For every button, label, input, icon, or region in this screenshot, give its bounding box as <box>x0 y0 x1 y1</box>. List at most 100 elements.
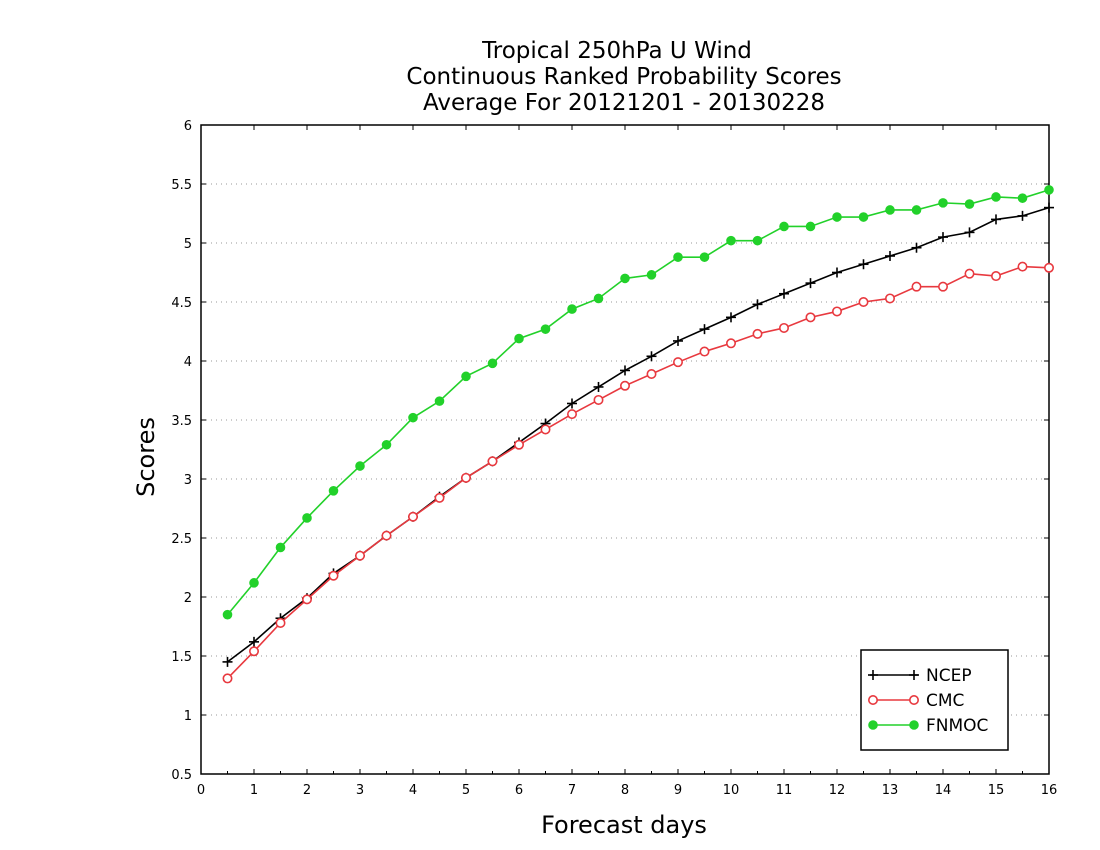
gridlines <box>201 183 1049 716</box>
cmc-point-8 <box>434 492 445 503</box>
fnmoc-point-12 <box>540 324 551 334</box>
cmc-point-2 <box>275 617 286 628</box>
legend-marker-right-ncep <box>909 670 919 680</box>
ncep-point-14 <box>593 381 604 392</box>
x-tick-label-13: 13 <box>882 783 899 798</box>
cmc-point-29 <box>990 271 1001 282</box>
legend: NCEP CMC FNMOC <box>860 649 1009 751</box>
fnmoc-point-9 <box>461 371 471 382</box>
ncep-point-31 <box>1044 202 1054 213</box>
cmc-point-16 <box>646 368 657 379</box>
cmc-point-5 <box>354 550 365 561</box>
ncep-point-28 <box>964 227 975 238</box>
ncep-point-23 <box>832 267 842 278</box>
series-line-ncep <box>227 206 1050 663</box>
fnmoc-point-30 <box>1017 193 1028 203</box>
legend-marker-left-fnmoc <box>868 720 878 730</box>
cmc-point-1 <box>249 646 260 657</box>
ncep-point-17 <box>673 335 683 346</box>
fnmoc-point-16 <box>646 270 657 280</box>
cmc-point-18 <box>699 346 710 357</box>
fnmoc-point-23 <box>832 212 842 222</box>
fnmoc-point-17 <box>673 252 683 262</box>
fnmoc-point-31 <box>1044 185 1054 195</box>
x-tick-label-6: 6 <box>515 783 523 798</box>
cmc-point-9 <box>460 472 471 483</box>
fnmoc-point-26 <box>911 205 922 215</box>
x-tick-label-10: 10 <box>723 783 740 798</box>
x-tick-label-15: 15 <box>988 783 1005 798</box>
fnmoc-point-13 <box>567 304 577 314</box>
data-series <box>222 185 1055 684</box>
y-tick-label-2: 1.5 <box>171 650 192 665</box>
cmc-point-22 <box>805 312 816 323</box>
fnmoc-point-3 <box>302 513 312 523</box>
ncep-point-30 <box>1017 210 1028 221</box>
fnmoc-point-24 <box>858 212 869 222</box>
cmc-point-14 <box>593 394 604 405</box>
series-markers-fnmoc <box>222 185 1054 620</box>
legend-marker-right-fnmoc <box>909 720 919 730</box>
ncep-point-1 <box>249 636 259 647</box>
x-tick-label-8: 8 <box>621 783 629 798</box>
ncep-point-18 <box>699 324 710 335</box>
ncep-point-21 <box>779 288 789 299</box>
ncep-point-26 <box>911 242 922 253</box>
ncep-point-16 <box>646 351 657 362</box>
legend-marker-left-ncep <box>868 670 878 680</box>
cmc-point-0 <box>222 673 233 684</box>
y-tick-label-6: 3.5 <box>171 414 192 429</box>
chart-title-line-2: Continuous Ranked Probability Scores <box>406 64 841 90</box>
cmc-point-6 <box>381 530 392 541</box>
x-tick-label-4: 4 <box>409 783 417 798</box>
cmc-point-13 <box>566 409 577 420</box>
cmc-point-11 <box>513 439 524 450</box>
chart-title-line-1: Tropical 250hPa U Wind <box>481 38 752 64</box>
cmc-point-27 <box>937 281 948 292</box>
cmc-point-19 <box>725 338 736 349</box>
y-tick-label-4: 2.5 <box>171 532 192 547</box>
fnmoc-point-1 <box>249 578 259 588</box>
ncep-point-19 <box>726 312 736 323</box>
y-tick-label-11: 6 <box>184 119 192 134</box>
cmc-point-15 <box>619 380 630 391</box>
chart-title: Tropical 250hPa U Wind Continuous Ranked… <box>406 38 841 116</box>
ncep-point-13 <box>567 398 577 409</box>
fnmoc-point-14 <box>593 293 604 304</box>
ncep-point-0 <box>222 656 233 667</box>
x-tick-label-11: 11 <box>776 783 793 798</box>
y-tick-label-5: 3 <box>184 473 192 488</box>
x-tick-label-7: 7 <box>568 783 576 798</box>
fnmoc-point-7 <box>408 412 418 423</box>
cmc-point-26 <box>911 281 922 292</box>
legend-marker-left-cmc <box>867 694 878 705</box>
x-tick-label-5: 5 <box>462 783 470 798</box>
chart-title-line-3: Average For 20121201 - 20130228 <box>423 90 825 116</box>
x-tick-label-0: 0 <box>197 783 205 798</box>
ncep-point-20 <box>752 299 763 310</box>
x-tick-label-12: 12 <box>829 783 846 798</box>
ncep-point-29 <box>991 214 1001 225</box>
x-tick-label-14: 14 <box>935 783 952 798</box>
fnmoc-point-15 <box>620 273 630 284</box>
y-tick-label-9: 5 <box>184 237 192 252</box>
ncep-point-22 <box>805 278 816 289</box>
y-tick-label-10: 5.5 <box>171 178 192 193</box>
fnmoc-point-11 <box>514 333 524 344</box>
cmc-point-23 <box>831 306 842 317</box>
fnmoc-point-25 <box>885 205 895 215</box>
y-tick-label-3: 2 <box>184 591 192 606</box>
cmc-point-3 <box>301 594 312 605</box>
ncep-point-25 <box>885 250 895 261</box>
fnmoc-point-8 <box>434 396 445 406</box>
legend-marker-right-cmc <box>908 694 919 705</box>
fnmoc-point-2 <box>275 542 286 553</box>
fnmoc-point-0 <box>222 609 233 620</box>
cmc-point-24 <box>858 296 869 307</box>
y-tick-label-7: 4 <box>184 355 192 370</box>
x-axis-ticks: 0 1 2 3 4 5 6 7 8 9 10 11 12 13 14 15 16 <box>197 125 1057 798</box>
series-line-cmc <box>226 265 1050 679</box>
cmc-point-31 <box>1044 262 1055 273</box>
series-markers-ncep <box>222 202 1054 667</box>
